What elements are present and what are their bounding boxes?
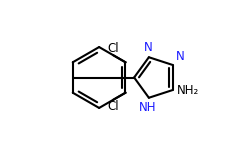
Text: Cl: Cl [108,42,120,55]
Text: NH₂: NH₂ [176,84,199,97]
Text: NH: NH [139,101,157,114]
Text: N: N [176,50,184,63]
Text: Cl: Cl [108,100,120,113]
Text: N: N [144,41,152,54]
